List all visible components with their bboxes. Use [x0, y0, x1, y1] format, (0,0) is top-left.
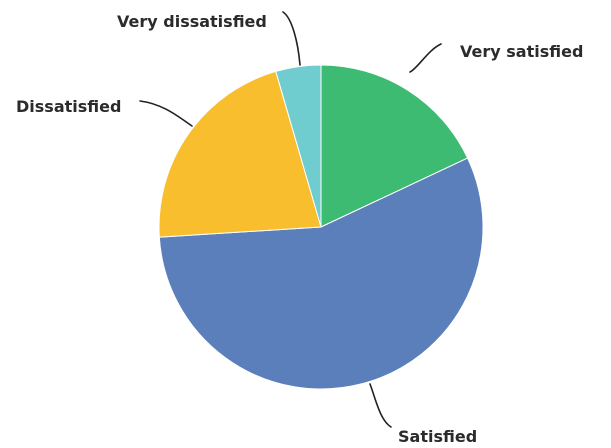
- leader-line-very-dissatisfied: [282, 11, 301, 66]
- leader-line-satisfied: [369, 383, 392, 428]
- pie-leader-lines: [139, 11, 442, 428]
- slice-label-satisfied: Satisfied: [398, 427, 477, 446]
- leader-line-dissatisfied: [139, 100, 193, 127]
- pie-labels: Very satisfied Satisfied Dissatisfied Very …: [16, 12, 583, 446]
- pie-slice-dissatisfied: [158, 70, 322, 238]
- slice-label-very-dissatisfied: Very dissatisfied: [117, 12, 267, 31]
- slice-label-dissatisfied: Dissatisfied: [16, 97, 121, 116]
- leader-line-very-satisfied: [409, 43, 442, 73]
- pie-slices: [158, 64, 484, 390]
- pie-slice-satisfied: [158, 157, 484, 390]
- slice-label-very-satisfied: Very satisfied: [460, 42, 583, 61]
- pie-slice-very-dissatisfied: [275, 64, 322, 228]
- pie-slice-very-satisfied: [320, 64, 469, 228]
